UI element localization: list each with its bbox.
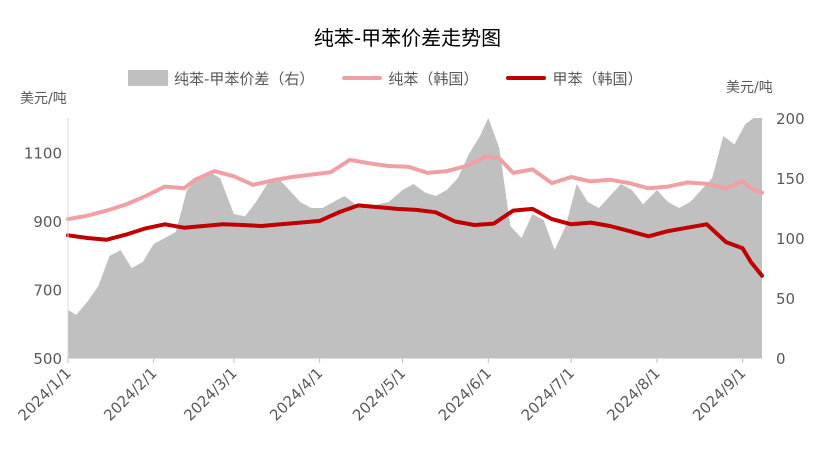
x-tick-label: 2024/7/1 [518, 364, 578, 424]
legend-label-benzene: 纯苯（韩国） [388, 69, 479, 88]
left-tick-label: 500 [33, 350, 62, 368]
left-axis-unit: 美元/吨 [20, 91, 67, 107]
series-benzene-line [66, 154, 764, 222]
legend-label-toluene: 甲苯（韩国） [552, 69, 643, 88]
x-tick-label: 2024/4/1 [266, 364, 326, 424]
x-tick-label: 2024/1/1 [14, 364, 74, 424]
right-tick-label: 0 [776, 350, 786, 368]
legend-item-benzene[interactable]: 纯苯（韩国） [342, 68, 478, 89]
series-toluene-line [66, 203, 764, 278]
left-tick-label: 700 [33, 281, 62, 299]
legend-item-toluene[interactable]: 甲苯（韩国） [506, 68, 642, 89]
left-tick-label: 900 [33, 213, 62, 231]
x-tick-label: 2024/3/1 [180, 364, 240, 424]
series-spread-area [68, 118, 762, 358]
x-tick-label: 2024/5/1 [349, 364, 409, 424]
x-tick-label: 2024/8/1 [603, 364, 663, 424]
right-axis-unit: 美元/吨 [726, 80, 773, 96]
right-tick-label: 50 [776, 290, 795, 308]
legend: 纯苯-甲苯价差（右） 纯苯（韩国） 甲苯（韩国） [128, 64, 670, 92]
right-tick-label: 200 [776, 110, 805, 128]
legend-swatch-spread [128, 70, 168, 86]
right-tick-label: 100 [776, 230, 805, 248]
x-tick-label: 2024/9/1 [689, 364, 749, 424]
legend-item-spread[interactable]: 纯苯-甲苯价差（右） [128, 68, 314, 89]
right-tick-label: 150 [776, 170, 805, 188]
chart-title: 纯苯-甲苯价差走势图 [313, 26, 502, 50]
legend-label-spread: 纯苯-甲苯价差（右） [174, 69, 315, 88]
left-tick-label: 1100 [24, 144, 62, 162]
legend-swatch-toluene [506, 76, 547, 80]
x-tick-label: 2024/6/1 [435, 364, 495, 424]
series-layer [66, 118, 764, 358]
legend-swatch-benzene [342, 76, 383, 80]
x-tick-label: 2024/2/1 [100, 364, 160, 424]
